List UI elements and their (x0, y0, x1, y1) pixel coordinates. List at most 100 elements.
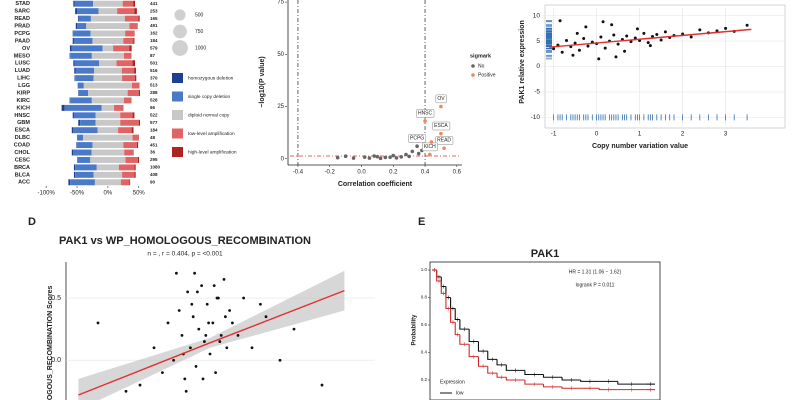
point (264, 315, 268, 319)
y-tick-label: 0 (281, 156, 285, 162)
point (410, 149, 415, 154)
y-axis-label: LOGOUS_RECOMBINATION Scores (47, 285, 54, 400)
sample-size: 577 (150, 120, 158, 125)
bar-segment (138, 15, 140, 22)
point-label: KICH (424, 144, 436, 150)
legend-label: homozygous deletion (188, 75, 234, 81)
regression-line (78, 289, 345, 396)
point (152, 346, 156, 350)
survival-step (477, 356, 488, 367)
point (205, 302, 209, 306)
bar-segment (122, 0, 134, 7)
point (442, 146, 446, 151)
bar-segment (75, 8, 78, 15)
point (190, 302, 194, 306)
legend-swatch (172, 110, 183, 120)
bar-segment (91, 97, 124, 104)
survival-step (468, 344, 479, 358)
bar-segment (125, 30, 134, 37)
bar-segment (73, 127, 98, 134)
point (698, 28, 702, 32)
bar-segment (134, 171, 136, 178)
size-legend-label: 500 (195, 12, 204, 18)
x-tick-label: 0% (104, 191, 113, 197)
bar-segment (72, 112, 74, 119)
bar-segment (134, 164, 136, 171)
y-tick-label: 0.6 (421, 322, 428, 327)
size-legend-circle (172, 40, 188, 56)
bar-segment (78, 90, 89, 96)
sample-size: 184 (150, 127, 158, 132)
category-label: LGG (18, 83, 30, 89)
bar-segment (125, 156, 138, 163)
bar-segment (70, 52, 92, 59)
bar-segment (124, 149, 133, 156)
bar-segment (114, 104, 123, 111)
bar-segment (91, 149, 125, 156)
legend-label: Positive (478, 72, 496, 78)
bar-segment (102, 45, 114, 52)
sample-size: 1080 (150, 165, 161, 170)
category-label: KIRP (17, 90, 30, 96)
bar-segment (94, 179, 121, 186)
survival-step (496, 373, 507, 378)
sample-size: 253 (150, 8, 158, 13)
bar-segment (137, 156, 140, 163)
bar-segment (73, 0, 75, 7)
point (351, 156, 356, 160)
y-tick-label: 0.4 (421, 350, 428, 355)
legend-label: low (456, 390, 464, 396)
bar-segment (73, 164, 76, 171)
point (577, 48, 581, 52)
y-tick-label: 0.2 (421, 377, 428, 382)
annotation: HR = 1.31 (1.06 − 1.62) (569, 269, 622, 275)
sample-size: 501 (150, 60, 158, 65)
point (278, 358, 282, 362)
bar-segment (69, 97, 71, 104)
point (335, 155, 340, 160)
x-tick-label: -1 (551, 131, 557, 138)
bar-segment (130, 97, 132, 104)
sample-size: 528 (150, 98, 158, 103)
survival-step (505, 377, 525, 381)
sample-size: 288 (150, 90, 158, 95)
legend-label: single copy deletion (188, 94, 230, 100)
point (367, 156, 372, 160)
label-box (416, 109, 435, 118)
y-axis-label: PAK1 relative expression (519, 20, 526, 104)
point (320, 383, 324, 387)
bar-segment (90, 15, 125, 22)
bar-segment (92, 37, 124, 44)
survival-step (487, 351, 498, 360)
sample-size: 522 (150, 113, 158, 118)
point (633, 36, 637, 40)
category-label: CHOL (14, 150, 30, 156)
bar-segment (75, 171, 94, 178)
bar-segment (77, 142, 93, 149)
bar-segment (83, 134, 133, 141)
point (394, 156, 399, 160)
confidence-band (78, 270, 345, 400)
point (177, 309, 181, 312)
bar-segment (133, 30, 135, 37)
bar-segment (71, 127, 74, 134)
point (208, 352, 212, 356)
x-tick-label: 0 (595, 131, 599, 138)
point (603, 46, 607, 50)
x-tick-label: 1 (638, 131, 642, 138)
point (415, 144, 419, 149)
sample-size: 48 (150, 135, 156, 140)
category-label: KICH (17, 105, 30, 111)
y-tick-label: 0 (536, 63, 540, 70)
bar-segment (77, 82, 84, 89)
sample-size: 36 (150, 150, 156, 155)
bar-segment (70, 179, 95, 186)
point (138, 383, 142, 387)
point (362, 155, 367, 159)
x-tick-label: -0.2 (325, 170, 336, 176)
bar-segment (93, 75, 123, 82)
bar-segment (129, 23, 137, 30)
point (207, 321, 211, 325)
point (222, 278, 226, 281)
bar-segment (78, 90, 79, 96)
